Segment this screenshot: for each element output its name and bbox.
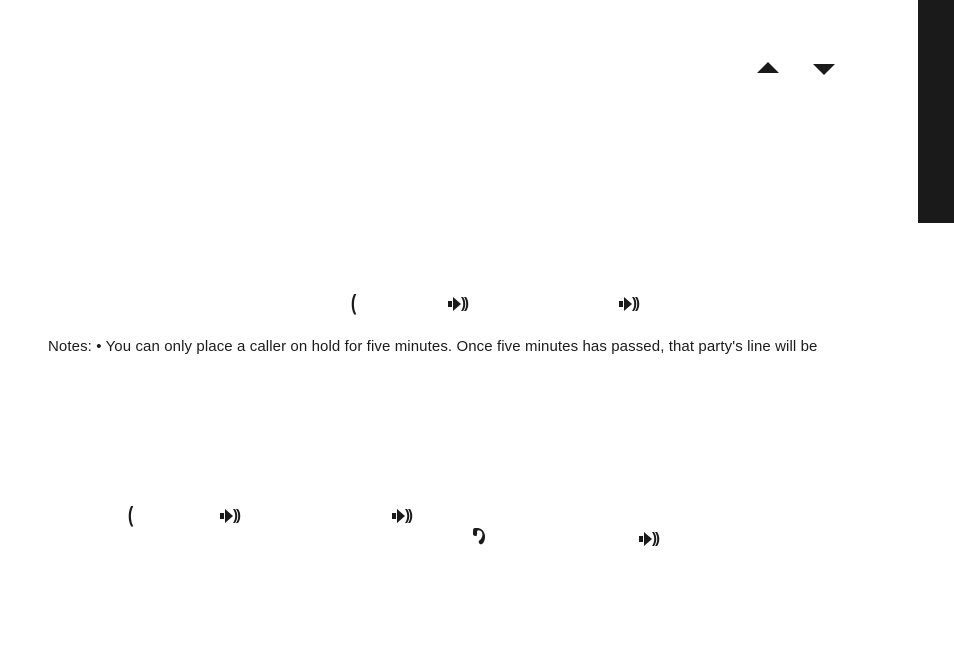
arrow-down-icon (813, 64, 835, 75)
phone-hook-icon (472, 527, 486, 551)
side-tab (918, 0, 954, 223)
speaker-icon: )) (639, 529, 658, 547)
note-text: Notes: • You can only place a caller on … (48, 338, 818, 355)
document-page: ( )) )) Notes: • You can only place a ca… (0, 0, 954, 671)
speaker-icon: )) (392, 506, 411, 524)
phone-handset-icon: ( (351, 290, 356, 316)
speaker-icon: )) (448, 294, 467, 312)
speaker-icon: )) (619, 294, 638, 312)
arrow-up-icon (757, 62, 779, 73)
speaker-icon: )) (220, 506, 239, 524)
phone-handset-icon: ( (128, 502, 133, 528)
